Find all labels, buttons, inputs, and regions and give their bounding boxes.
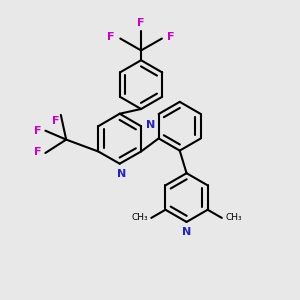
- Text: F: F: [137, 17, 145, 28]
- Text: CH₃: CH₃: [131, 213, 148, 222]
- Text: F: F: [34, 147, 42, 157]
- Text: N: N: [182, 227, 191, 237]
- Text: F: F: [34, 126, 42, 136]
- Text: F: F: [52, 116, 59, 126]
- Text: F: F: [107, 32, 115, 42]
- Text: F: F: [167, 32, 175, 42]
- Text: N: N: [116, 169, 126, 179]
- Text: CH₃: CH₃: [225, 213, 242, 222]
- Text: N: N: [146, 120, 155, 130]
